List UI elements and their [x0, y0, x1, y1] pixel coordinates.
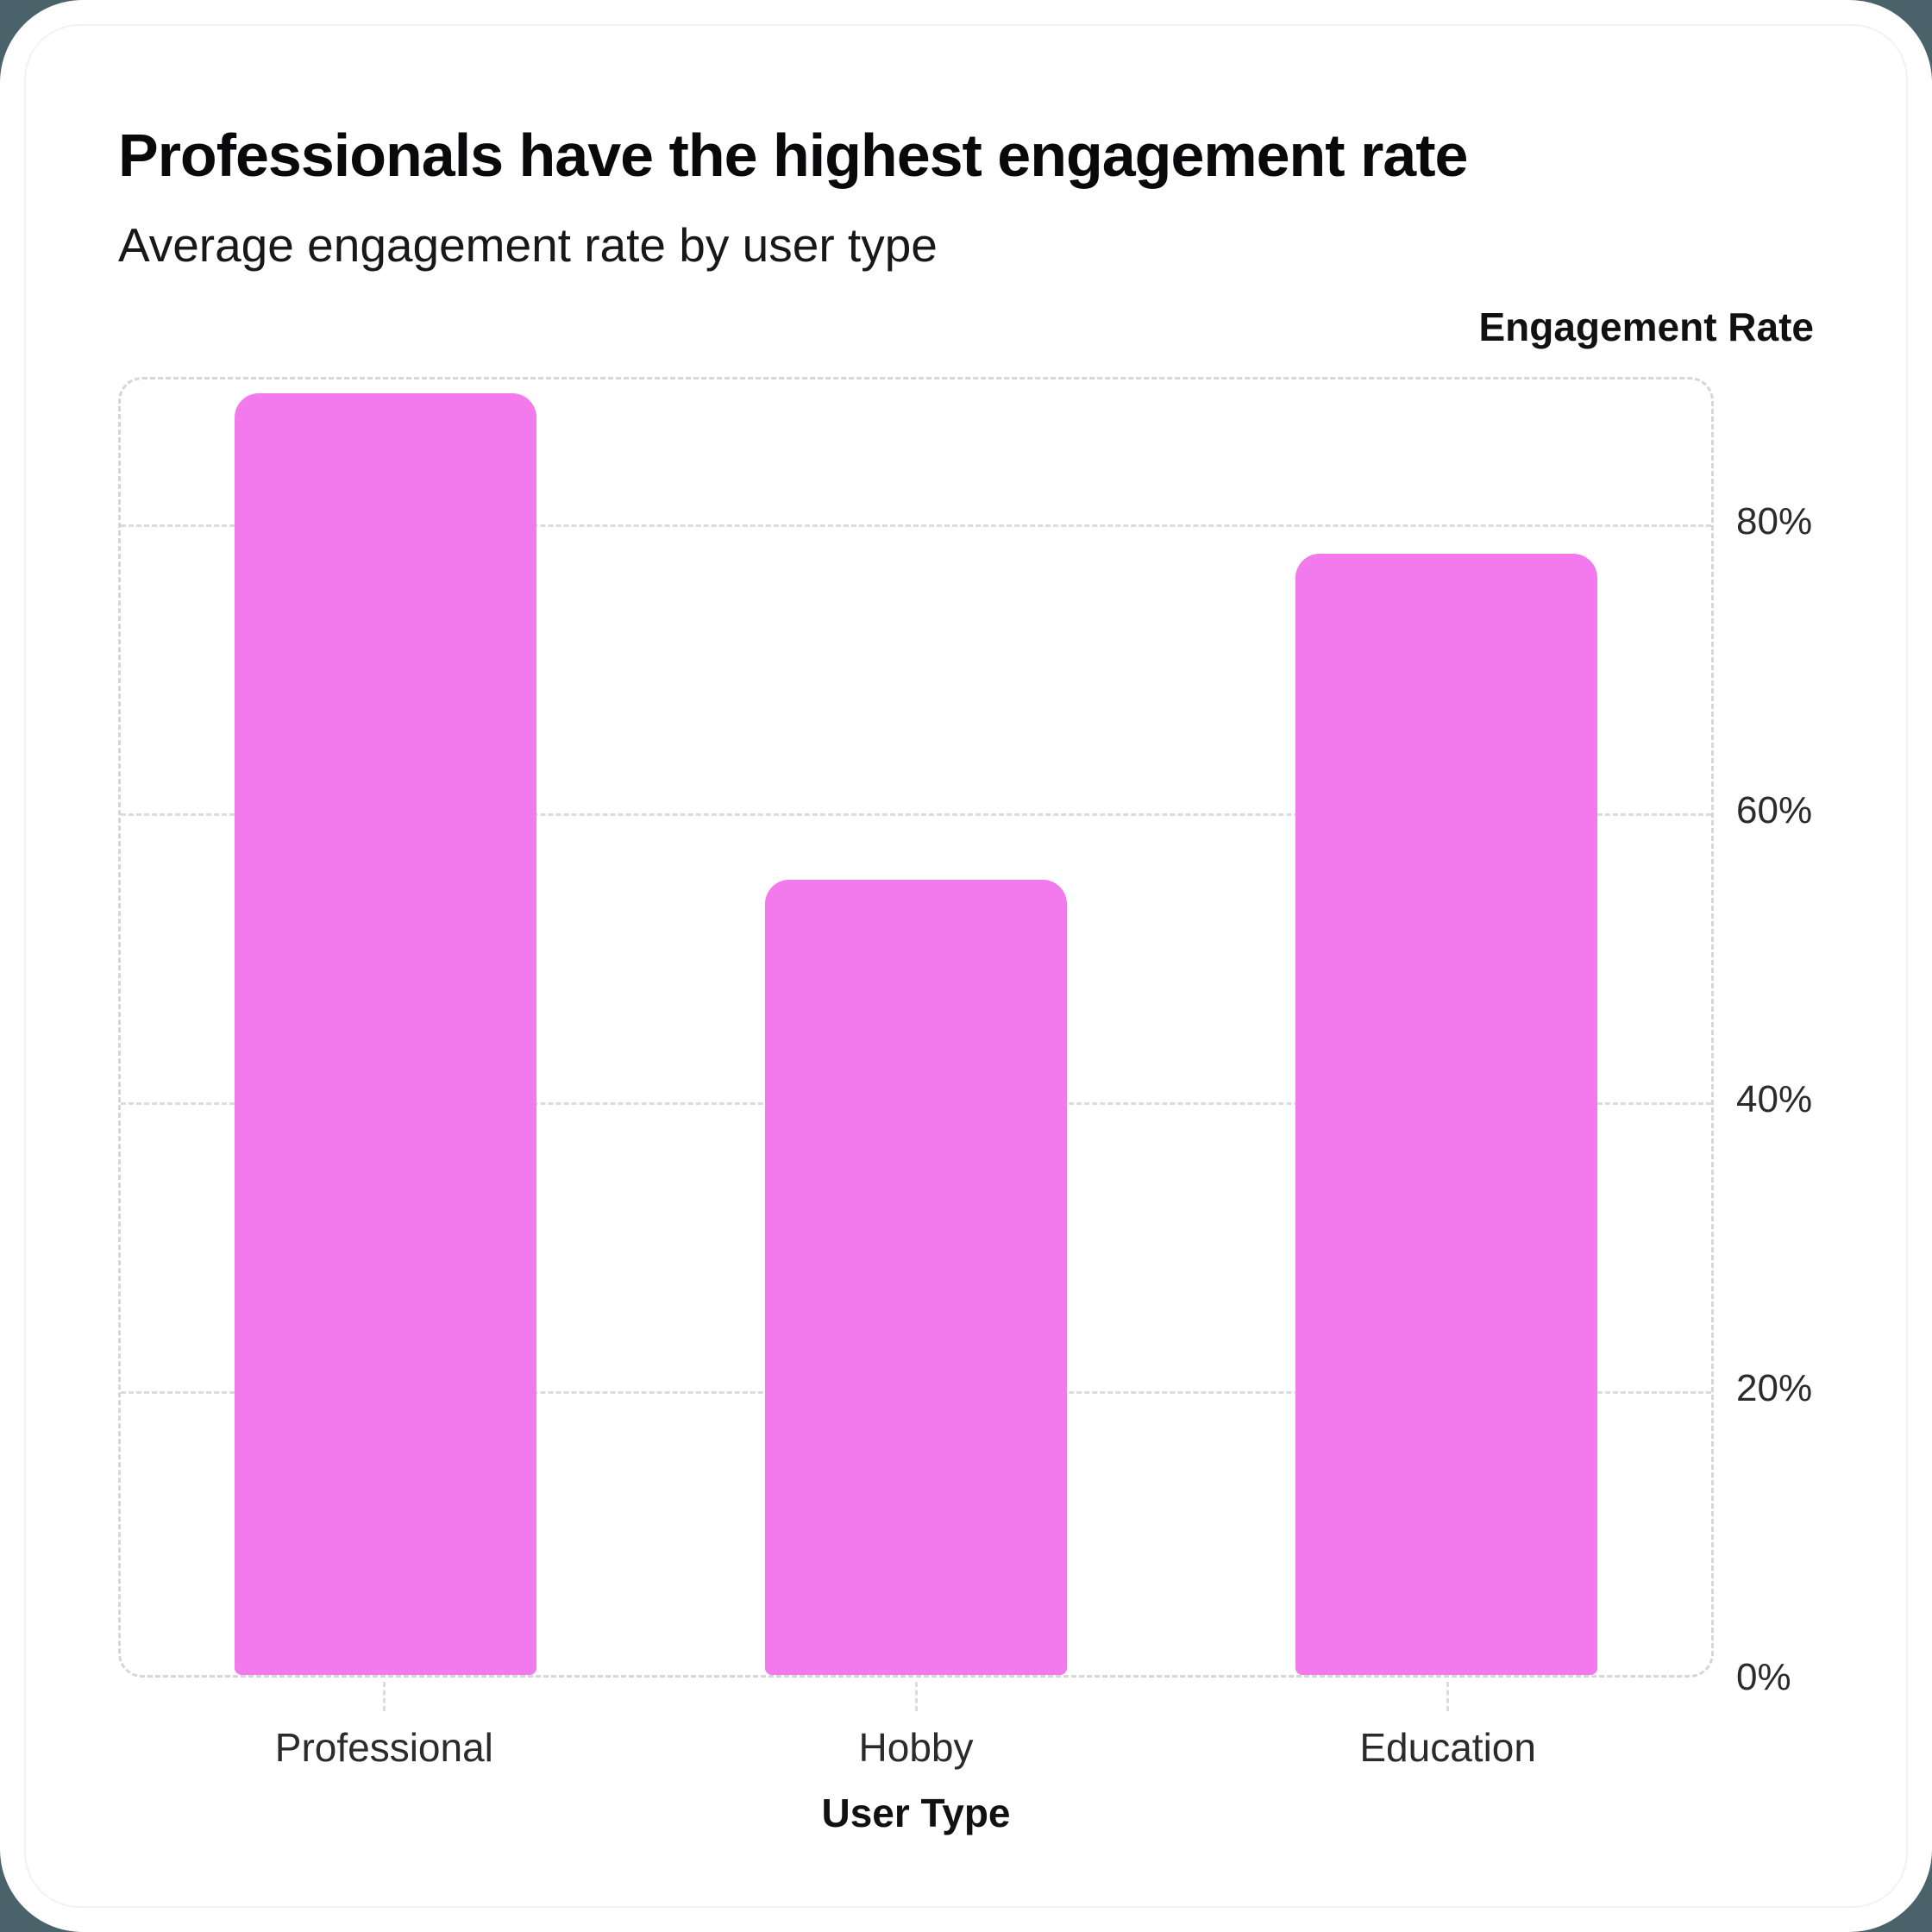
y-tick-label-0: 0% — [1736, 1656, 1791, 1698]
y-tick-label-80: 80% — [1736, 499, 1813, 543]
x-axis-category-labels: Professional Hobby Education — [118, 1722, 1714, 1773]
bar-band-education — [1181, 380, 1711, 1675]
y-axis-name: Engagement Rate — [1478, 304, 1814, 349]
x-axis-tick-marks — [118, 1682, 1714, 1711]
x-category-label-professional: Professional — [274, 1725, 493, 1770]
chart-subtitle: Average engagement rate by user type — [118, 218, 938, 272]
x-tick-mark-professional — [382, 1682, 386, 1711]
bar-band-professional — [121, 380, 651, 1675]
y-axis-tick-labels: 0% 20% 40% 60% 80% — [1736, 377, 1926, 1698]
x-tick-hobby — [650, 1682, 1182, 1711]
bar-hobby[interactable] — [765, 880, 1067, 1675]
y-tick-label-60: 60% — [1736, 788, 1813, 831]
y-tick-label-20: 20% — [1736, 1366, 1813, 1409]
x-tick-mark-education — [1446, 1682, 1450, 1711]
bars-container — [121, 380, 1711, 1675]
x-tick-professional — [118, 1682, 650, 1711]
gridline-60 — [121, 812, 1711, 816]
x-category-label-education: Education — [1359, 1725, 1536, 1770]
bar-band-hobby — [651, 380, 1182, 1675]
chart-title: Professionals have the highest engagemen… — [118, 122, 1468, 189]
x-tick-education — [1182, 1682, 1714, 1711]
bar-professional[interactable] — [235, 392, 537, 1675]
x-axis-name: User Type — [821, 1791, 1011, 1835]
gridline-80 — [121, 524, 1711, 527]
x-tick-mark-hobby — [914, 1682, 918, 1711]
y-tick-label-40: 40% — [1736, 1077, 1813, 1120]
x-category-label-hobby: Hobby — [858, 1725, 974, 1770]
bar-education[interactable] — [1295, 553, 1597, 1675]
plot-area — [118, 377, 1714, 1678]
